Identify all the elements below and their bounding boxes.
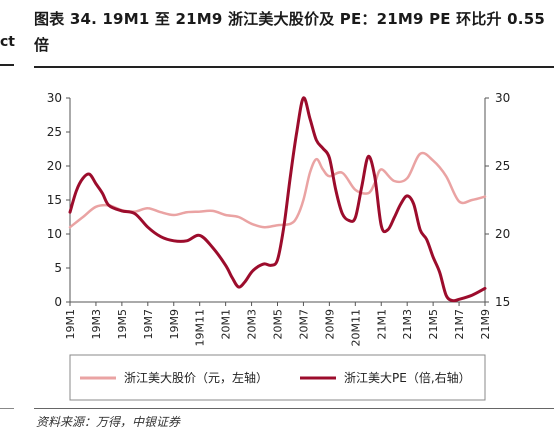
- legend-label: 浙江美大股价（元，左轴）: [124, 370, 268, 385]
- chart-title: 图表 34. 19M1 至 21M9 浙江美大股价及 PE：21M9 PE 环比…: [34, 10, 545, 54]
- right-tick-label: 25: [495, 159, 510, 173]
- x-tick-label: 21M5: [427, 309, 440, 340]
- x-tick-label: 20M11: [349, 309, 362, 347]
- x-tick-label: 19M5: [116, 309, 129, 340]
- x-tick-label: 20M7: [297, 309, 310, 340]
- x-tick-label: 19M11: [194, 309, 207, 347]
- cut-off-text-fragment: ct: [0, 34, 15, 50]
- left-tick-label: 15: [47, 193, 62, 207]
- x-tick-label: 20M1: [220, 309, 233, 340]
- x-tick-label: 21M7: [453, 309, 466, 340]
- left-tick-label: 10: [47, 227, 62, 241]
- x-tick-label: 20M9: [323, 309, 336, 340]
- right-tick-label: 20: [495, 227, 510, 241]
- left-rule-bottom: [0, 408, 14, 409]
- x-tick-label: 19M3: [90, 309, 103, 340]
- x-tick-label: 21M9: [479, 309, 492, 340]
- legend-box: [69, 354, 486, 401]
- x-tick-label: 20M3: [246, 309, 259, 340]
- right-tick-label: 30: [495, 91, 510, 105]
- pe-series-line: [68, 96, 487, 303]
- x-tick-label: 19M7: [142, 309, 155, 340]
- left-tick-label: 30: [47, 91, 62, 105]
- legend-label: 浙江美大PE（倍,右轴）: [344, 370, 471, 385]
- x-tick-label: 19M1: [64, 309, 77, 340]
- x-tick-label: 21M3: [401, 309, 414, 340]
- left-tick-label: 20: [47, 159, 62, 173]
- left-tick-label: 5: [54, 261, 62, 275]
- left-rule: [0, 64, 14, 66]
- x-tick-label: 20M5: [272, 309, 285, 340]
- price-series-line: [68, 151, 487, 229]
- source-note: 资料来源：万得，中银证券: [36, 415, 181, 429]
- x-tick-label: 19M9: [168, 309, 181, 340]
- bottom-rule: [34, 408, 554, 409]
- right-tick-label: 15: [495, 295, 510, 309]
- title-rule: [34, 66, 554, 68]
- left-tick-label: 0: [54, 295, 62, 309]
- x-tick-label: 21M1: [375, 309, 388, 340]
- left-tick-label: 25: [47, 125, 62, 139]
